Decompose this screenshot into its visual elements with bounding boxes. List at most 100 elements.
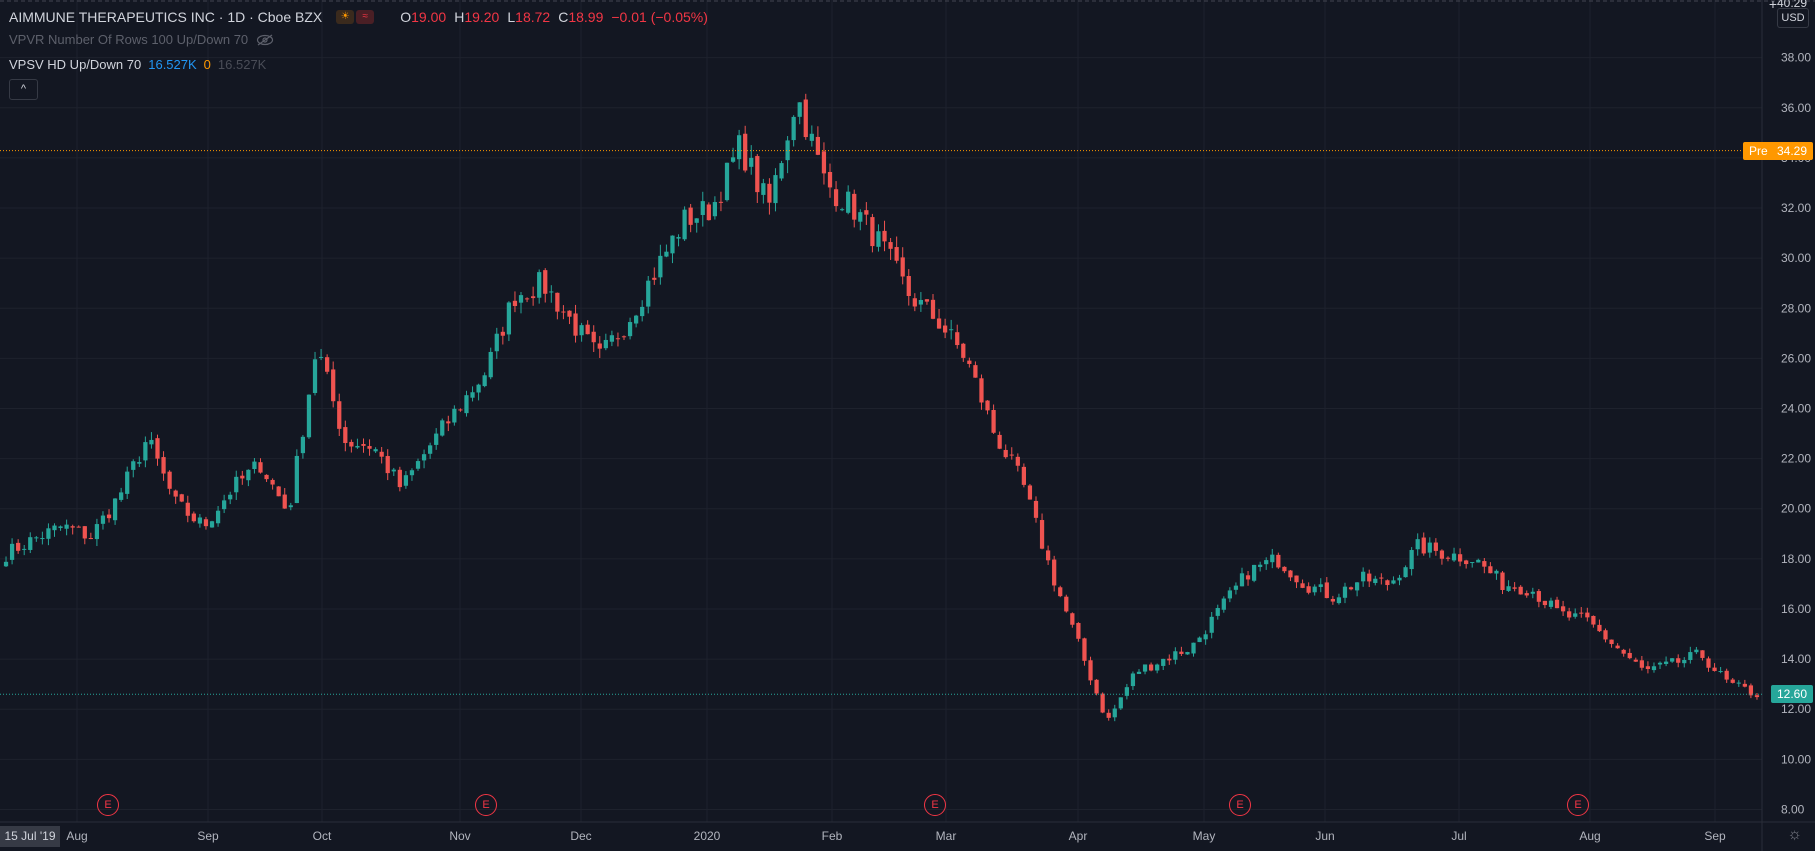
- candle: [385, 449, 390, 481]
- candle: [761, 178, 766, 204]
- candle: [797, 102, 802, 125]
- candle-body: [476, 384, 481, 393]
- candle-body: [306, 394, 312, 438]
- candle-body: [1663, 661, 1669, 664]
- candle: [1130, 671, 1136, 690]
- candle-body: [1039, 520, 1045, 549]
- x-tick-label: Sep: [1704, 829, 1726, 843]
- candle-body: [415, 461, 421, 469]
- candle-body: [258, 462, 263, 473]
- hidden-eye-icon[interactable]: [256, 34, 274, 46]
- candle-body: [349, 441, 354, 447]
- candle: [821, 142, 827, 185]
- market-status-icons[interactable]: ☀ ≈: [336, 10, 375, 24]
- candle-body: [1451, 553, 1457, 561]
- settings-gear-icon[interactable]: ☼: [1787, 826, 1802, 843]
- candle: [621, 335, 627, 341]
- candle: [1161, 658, 1166, 671]
- earnings-marker[interactable]: E: [924, 794, 946, 816]
- candle: [1585, 607, 1590, 622]
- candle: [730, 147, 736, 163]
- candle-body: [1161, 658, 1166, 666]
- candle-body: [1548, 600, 1554, 607]
- candle-body: [500, 331, 505, 336]
- candle: [1676, 654, 1681, 668]
- candle: [337, 393, 342, 436]
- candle-body: [270, 479, 275, 485]
- y-tick-label: 26.00: [1781, 351, 1811, 365]
- candle-body: [918, 299, 924, 305]
- candle: [858, 209, 863, 231]
- candle: [603, 333, 608, 351]
- candle: [1045, 545, 1051, 565]
- candle-body: [191, 513, 196, 522]
- legend-indicator-vpsv[interactable]: VPSV HD Up/Down 70 16.527K 0 16.527K: [9, 57, 266, 72]
- candle-body: [773, 175, 778, 204]
- candle-body: [1221, 598, 1226, 610]
- candle: [1754, 693, 1760, 700]
- candle: [664, 244, 669, 258]
- candle: [1736, 680, 1741, 687]
- ohlc-key: C: [558, 9, 569, 25]
- candle: [1258, 561, 1263, 572]
- candle: [1064, 594, 1069, 613]
- symbol-title[interactable]: AIMMUNE THERAPEUTICS INC · 1D · Cboe BZX: [9, 9, 323, 25]
- x-tick-label: Nov: [449, 829, 470, 843]
- pre-market-icon[interactable]: ☀: [336, 10, 355, 24]
- candle-body: [664, 251, 669, 257]
- candle: [1500, 571, 1505, 595]
- y-tick-label: 28.00: [1781, 301, 1811, 315]
- candle-body: [409, 470, 415, 476]
- collapse-legend-button[interactable]: ^: [9, 79, 38, 100]
- candle: [1494, 569, 1499, 580]
- candle-body: [1585, 612, 1590, 618]
- candle: [106, 509, 112, 523]
- candle: [191, 511, 196, 523]
- data-delay-icon[interactable]: ≈: [356, 10, 375, 24]
- candle: [876, 224, 881, 252]
- candle-body: [1336, 597, 1342, 604]
- candle-body: [70, 526, 75, 528]
- candle: [670, 235, 675, 264]
- candle: [1076, 622, 1081, 642]
- candle: [312, 351, 318, 396]
- candle-body: [282, 494, 287, 509]
- candle: [1482, 558, 1487, 574]
- candle: [852, 189, 857, 228]
- earnings-marker[interactable]: E: [1229, 794, 1251, 816]
- earnings-marker[interactable]: E: [97, 794, 119, 816]
- legend-indicator-vpvr[interactable]: VPVR Number Of Rows 100 Up/Down 70: [9, 32, 274, 47]
- candle-body: [343, 427, 348, 444]
- candle-body: [1027, 485, 1033, 500]
- candle-body: [1427, 542, 1432, 553]
- currency-label[interactable]: USD: [1777, 8, 1809, 28]
- candle: [1203, 630, 1208, 645]
- candle-body: [1106, 712, 1111, 718]
- candle: [203, 516, 209, 530]
- candle: [167, 470, 172, 495]
- candle: [1233, 582, 1239, 595]
- candle-body: [1379, 577, 1384, 579]
- candle: [294, 449, 299, 504]
- candle-body: [1688, 652, 1693, 661]
- earnings-marker[interactable]: E: [475, 794, 497, 816]
- earnings-marker[interactable]: E: [1567, 794, 1589, 816]
- candle: [1306, 582, 1311, 595]
- candle-body: [591, 331, 596, 343]
- candle-body: [1245, 575, 1251, 580]
- candle: [1342, 582, 1348, 604]
- candle-body: [9, 543, 15, 560]
- candle-body: [1494, 570, 1499, 574]
- candle: [1609, 639, 1614, 648]
- candle-body: [1524, 593, 1529, 596]
- candle-body: [888, 242, 893, 249]
- candle: [16, 539, 21, 554]
- candle: [1670, 658, 1675, 663]
- candle-body: [337, 401, 342, 429]
- candle: [512, 291, 518, 313]
- plus-icon[interactable]: +: [1768, 0, 1777, 12]
- candle-body: [555, 292, 560, 312]
- candle-body: [979, 378, 984, 403]
